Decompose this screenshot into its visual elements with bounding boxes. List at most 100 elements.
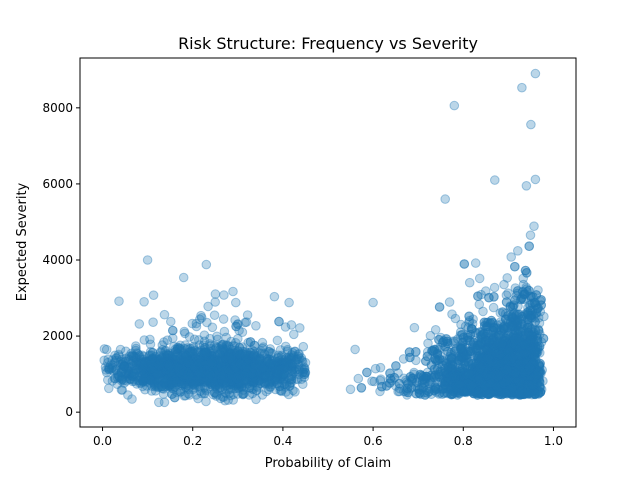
- scatter-point: [211, 359, 221, 369]
- scatter-point: [291, 374, 301, 384]
- scatter-point: [231, 355, 242, 366]
- scatter-point: [204, 374, 214, 385]
- scatter-point: [131, 365, 142, 375]
- scatter-point: [250, 374, 261, 385]
- scatter-point: [176, 355, 187, 366]
- scatter-point: [156, 348, 166, 358]
- scatter-point: [230, 372, 241, 383]
- scatter-point: [182, 354, 192, 364]
- scatter-point: [222, 356, 233, 367]
- scatter-point: [166, 355, 176, 366]
- scatter-point: [225, 360, 235, 371]
- scatter-point: [226, 352, 236, 363]
- scatter-point: [222, 362, 232, 372]
- scatter-point: [169, 364, 180, 374]
- scatter-point: [245, 347, 255, 358]
- scatter-point: [240, 367, 251, 377]
- scatter-point: [186, 362, 196, 372]
- scatter-point: [228, 378, 238, 388]
- scatter-point: [167, 376, 177, 387]
- y-tick-label: 8000: [42, 101, 73, 115]
- scatter-point: [244, 368, 255, 379]
- scatter-point: [209, 373, 219, 383]
- scatter-point: [210, 381, 220, 391]
- scatter-point: [290, 387, 300, 397]
- scatter-point: [249, 346, 260, 357]
- scatter-point: [148, 290, 159, 301]
- scatter-point: [225, 377, 236, 387]
- scatter-point: [208, 360, 218, 371]
- scatter-point: [220, 353, 230, 364]
- scatter-point: [224, 374, 234, 385]
- scatter-point: [233, 379, 243, 390]
- scatter-point: [194, 373, 204, 384]
- scatter-point: [233, 380, 244, 390]
- scatter-point: [234, 352, 245, 362]
- scatter-point: [274, 381, 285, 392]
- scatter-point: [270, 372, 281, 383]
- scatter-point: [211, 364, 222, 374]
- scatter-point: [208, 366, 218, 377]
- scatter-point: [241, 357, 252, 368]
- scatter-point: [284, 372, 294, 383]
- scatter-point: [242, 356, 252, 366]
- scatter-point: [223, 363, 234, 374]
- scatter-point: [204, 369, 215, 379]
- scatter-point: [170, 366, 181, 377]
- scatter-point: [208, 372, 219, 382]
- scatter-point: [146, 362, 156, 372]
- scatter-point: [120, 356, 130, 367]
- scatter-point: [257, 370, 268, 380]
- scatter-point: [218, 362, 228, 372]
- scatter-point: [159, 362, 169, 372]
- scatter-point: [287, 358, 298, 369]
- scatter-point: [238, 355, 249, 365]
- scatter-point: [243, 350, 253, 360]
- scatter-point: [241, 347, 252, 358]
- scatter-point: [286, 377, 297, 388]
- scatter-point: [267, 362, 277, 373]
- scatter-point: [171, 371, 181, 382]
- scatter-point: [237, 327, 248, 338]
- scatter-point: [180, 354, 191, 365]
- scatter-point: [300, 367, 310, 378]
- scatter-point: [434, 302, 445, 312]
- scatter-point: [473, 291, 483, 302]
- scatter-point: [198, 355, 208, 365]
- scatter-point: [224, 359, 235, 370]
- scatter-point: [175, 363, 186, 373]
- scatter-point: [523, 322, 533, 333]
- scatter-point: [193, 368, 204, 378]
- scatter-point: [194, 358, 205, 369]
- scatter-point: [231, 357, 241, 367]
- y-tick-label: 6000: [42, 177, 73, 191]
- scatter-point: [181, 354, 191, 365]
- scatter-point: [254, 357, 264, 367]
- scatter-point: [247, 368, 257, 379]
- scatter-point: [210, 381, 221, 392]
- scatter-point: [142, 366, 152, 377]
- scatter-point: [200, 359, 211, 370]
- scatter-point: [137, 375, 147, 386]
- scatter-point: [171, 377, 181, 387]
- scatter-point: [127, 394, 137, 404]
- scatter-point: [186, 377, 197, 387]
- scatter-point: [201, 347, 212, 358]
- scatter-point: [177, 374, 187, 385]
- scatter-point: [191, 390, 201, 400]
- scatter-point: [184, 370, 194, 380]
- scatter-point: [195, 367, 206, 378]
- scatter-point: [131, 379, 142, 389]
- scatter-point: [261, 371, 271, 382]
- scatter-point: [158, 366, 169, 377]
- scatter-point: [264, 378, 274, 388]
- scatter-point: [249, 340, 259, 351]
- scatter-point: [197, 361, 207, 372]
- scatter-point: [408, 373, 418, 384]
- scatter-point: [231, 379, 241, 389]
- scatter-point: [227, 371, 237, 381]
- scatter-point: [180, 349, 190, 360]
- scatter-point: [224, 350, 234, 361]
- scatter-point: [230, 355, 240, 365]
- scatter-point: [241, 365, 252, 376]
